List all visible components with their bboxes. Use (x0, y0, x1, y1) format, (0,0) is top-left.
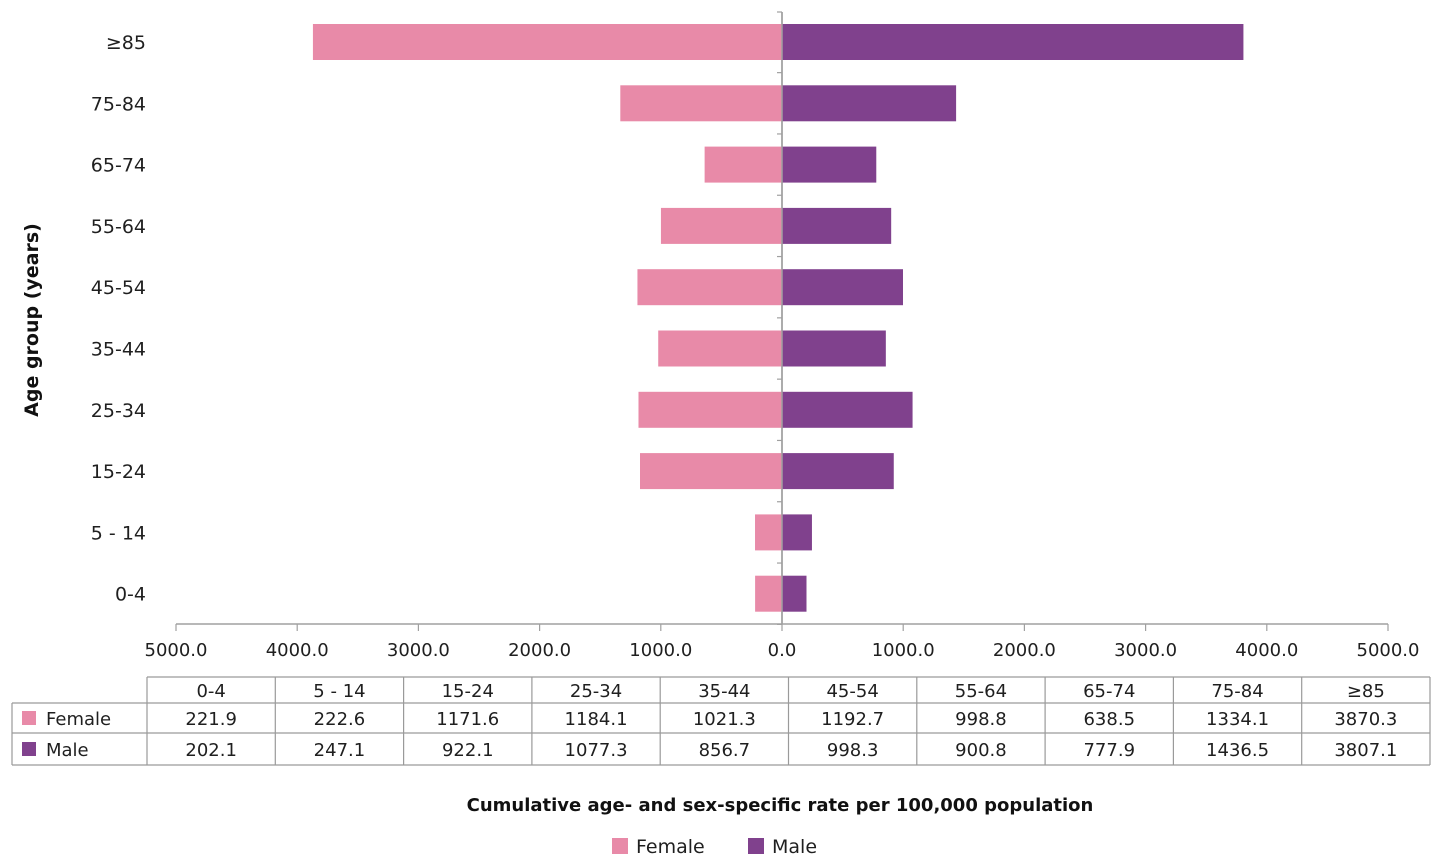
table-header-cell: 35-44 (698, 681, 750, 702)
table-cell: 1192.7 (821, 709, 884, 730)
x-tick-label: 1000.0 (629, 640, 692, 661)
table-cell: 221.9 (185, 709, 237, 730)
bar-male (782, 85, 957, 122)
bar-female (755, 575, 782, 612)
tick-labels-layer: 5000.0 4000.0 3000.0 2000.0 1000.0 0.0 1000.0 2… (145, 640, 1420, 661)
category-label: 45-54 (91, 277, 146, 299)
bar-male (782, 269, 903, 306)
bar-female (640, 453, 782, 490)
bar-female (638, 391, 782, 428)
table-header-cell: ≥85 (1347, 681, 1385, 702)
bar-female (704, 146, 782, 183)
table-row-header: Male (46, 740, 89, 761)
x-tick-label: 1000.0 (872, 640, 935, 661)
category-label: 65-74 (91, 155, 146, 177)
table-cell: 1184.1 (565, 709, 628, 730)
table-header-cell: 65-74 (1083, 681, 1135, 702)
category-label: 15-24 (91, 461, 146, 483)
x-tick-label: 5000.0 (1357, 640, 1420, 661)
x-tick-label: 3000.0 (387, 640, 450, 661)
bars-layer (312, 12, 1244, 624)
data-table: 0-4 5 - 14 15-24 25-34 35-44 45-54 55-64 65-74 7… (11, 676, 1431, 766)
table-cell: 3870.3 (1334, 709, 1397, 730)
bar-male (782, 24, 1244, 60)
table-cell: 1334.1 (1206, 709, 1269, 730)
table-legend-key (22, 742, 36, 756)
table-cell: 998.8 (955, 709, 1007, 730)
legend-swatch (748, 838, 764, 854)
table-header-cell: 45-54 (826, 681, 878, 702)
category-label: 35-44 (91, 339, 146, 361)
bar-male (782, 514, 812, 551)
x-tick-label: 0.0 (768, 640, 797, 661)
bar-female (658, 330, 782, 367)
table-cell: 900.8 (955, 740, 1007, 761)
bar-female (620, 85, 782, 122)
y-axis-title: Age group (years) (21, 223, 43, 417)
table-cell: 247.1 (314, 740, 366, 761)
x-axis-title: Cumulative age- and sex-specific rate pe… (467, 795, 1094, 816)
table-cell: 638.5 (1083, 709, 1135, 730)
bar-male (782, 575, 807, 612)
table-cell: 922.1 (442, 740, 494, 761)
table-cell: 856.7 (699, 740, 751, 761)
category-label: 55-64 (91, 216, 146, 238)
table-header-cell: 0-4 (196, 681, 225, 702)
category-label: ≥85 (106, 32, 146, 54)
bar-female (312, 24, 782, 60)
table-row-header: Female (46, 709, 111, 730)
table-header-cell: 55-64 (955, 681, 1007, 702)
x-tick-label: 2000.0 (508, 640, 571, 661)
category-label: 5 - 14 (91, 522, 146, 544)
table-cell: 1021.3 (693, 709, 756, 730)
table-cell: 1436.5 (1206, 740, 1269, 761)
bar-male (782, 391, 913, 428)
x-tick-label: 2000.0 (993, 640, 1056, 661)
table-header-cell: 75-84 (1211, 681, 1263, 702)
table-cell: 222.6 (314, 709, 366, 730)
table-cell: 202.1 (185, 740, 237, 761)
category-labels-layer: 0-4 5 - 14 15-24 25-34 35-44 45-54 55-64 65-74 7… (91, 32, 146, 606)
bar-male (782, 146, 877, 183)
legend-label: Male (772, 836, 817, 857)
table-cell: 777.9 (1083, 740, 1135, 761)
table-header-cell: 15-24 (442, 681, 494, 702)
x-tick-label: 4000.0 (1235, 640, 1298, 661)
category-label: 25-34 (91, 400, 146, 422)
x-tick-label: 5000.0 (145, 640, 208, 661)
table-cell: 1077.3 (565, 740, 628, 761)
bar-female (755, 514, 782, 551)
table-legend-key (22, 711, 36, 725)
bar-male (782, 453, 894, 490)
table-cell: 1171.6 (436, 709, 499, 730)
bar-female (660, 207, 782, 244)
x-tick-label: 4000.0 (266, 640, 329, 661)
table-header-cell: 25-34 (570, 681, 622, 702)
x-tick-label: 3000.0 (1114, 640, 1177, 661)
category-label: 0-4 (115, 584, 146, 606)
table-cell: 3807.1 (1334, 740, 1397, 761)
legend-swatch (612, 838, 628, 854)
category-label: 75-84 (91, 93, 146, 115)
bar-male (782, 207, 892, 244)
legend: Female Male (612, 836, 817, 858)
table-header-cell: 5 - 14 (313, 681, 365, 702)
table-cell: 998.3 (827, 740, 879, 761)
bar-female (637, 269, 782, 306)
legend-label: Female (636, 836, 705, 857)
bar-male (782, 330, 886, 367)
